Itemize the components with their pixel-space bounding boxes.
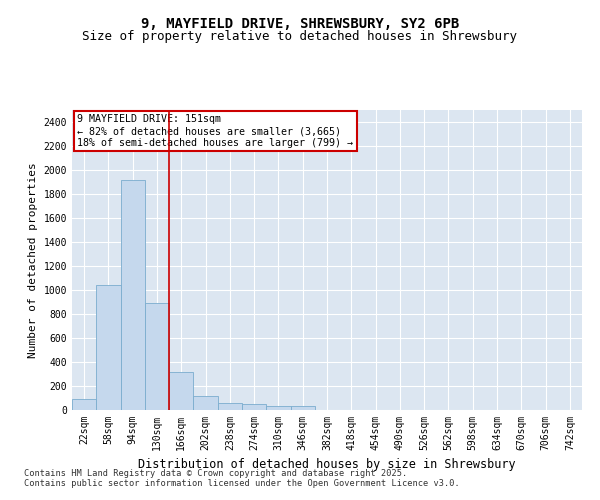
Bar: [266, 406, 290, 410]
Text: Size of property relative to detached houses in Shrewsbury: Size of property relative to detached ho…: [83, 30, 517, 43]
Y-axis label: Number of detached properties: Number of detached properties: [28, 162, 38, 358]
Bar: [290, 406, 315, 410]
Bar: [169, 372, 193, 410]
X-axis label: Distribution of detached houses by size in Shrewsbury: Distribution of detached houses by size …: [138, 458, 516, 471]
Bar: [96, 285, 121, 410]
Bar: [218, 403, 242, 410]
Bar: [193, 396, 218, 410]
Text: 9 MAYFIELD DRIVE: 151sqm
← 82% of detached houses are smaller (3,665)
18% of sem: 9 MAYFIELD DRIVE: 151sqm ← 82% of detach…: [77, 114, 353, 148]
Bar: [145, 303, 169, 410]
Bar: [121, 180, 145, 410]
Text: Contains public sector information licensed under the Open Government Licence v3: Contains public sector information licen…: [24, 478, 460, 488]
Bar: [72, 399, 96, 410]
Text: Contains HM Land Registry data © Crown copyright and database right 2025.: Contains HM Land Registry data © Crown c…: [24, 468, 407, 477]
Text: 9, MAYFIELD DRIVE, SHREWSBURY, SY2 6PB: 9, MAYFIELD DRIVE, SHREWSBURY, SY2 6PB: [141, 18, 459, 32]
Bar: [242, 404, 266, 410]
